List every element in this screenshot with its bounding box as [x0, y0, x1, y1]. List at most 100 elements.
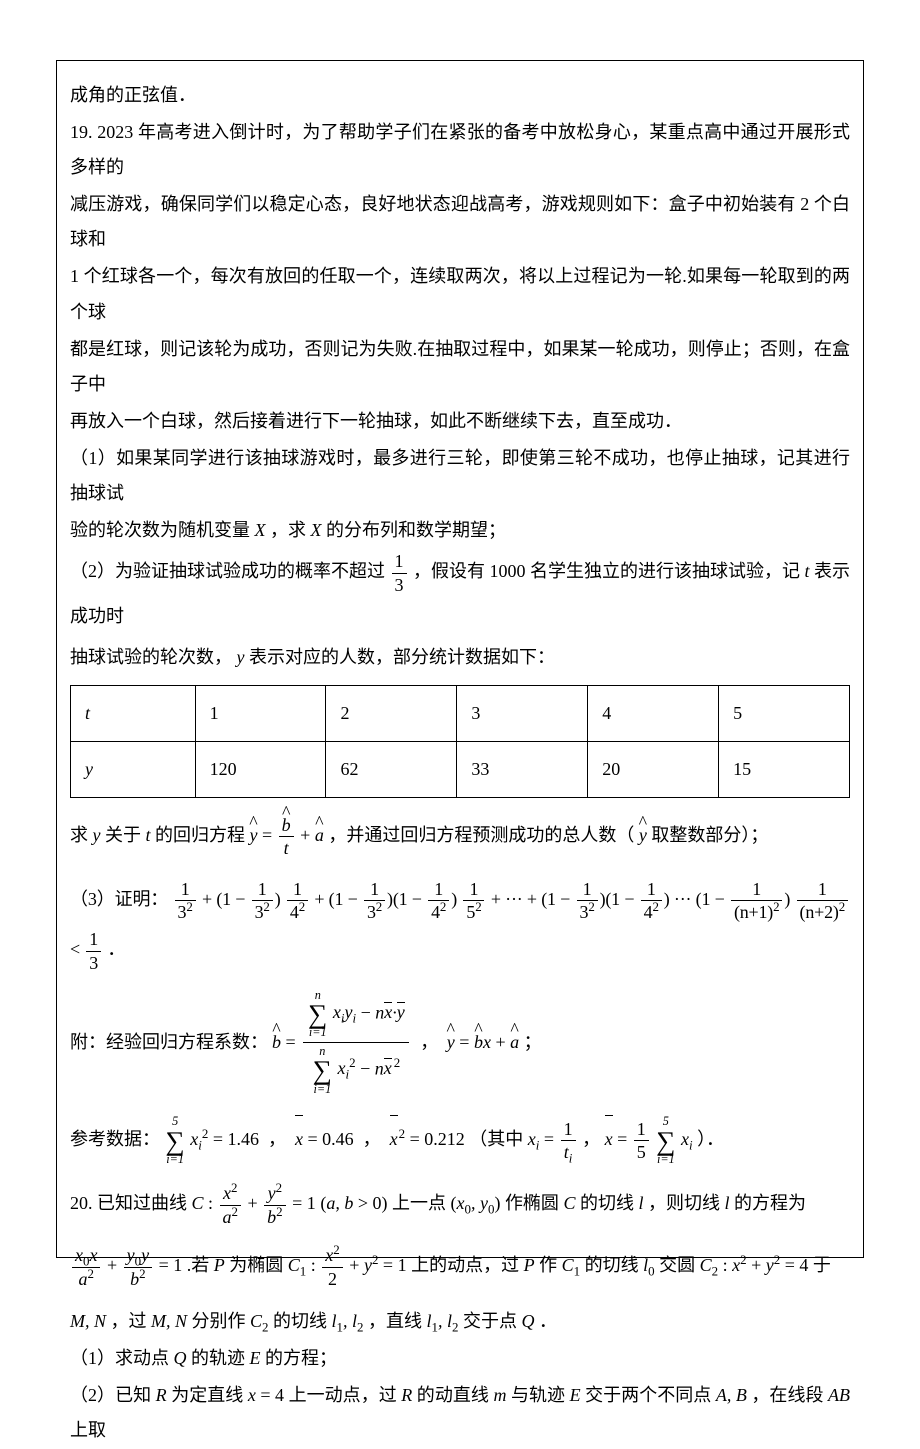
cell-t: t — [71, 685, 196, 741]
s-n: 1 — [364, 878, 385, 902]
q19-p4: 都是红球，则记该轮为成功，否则记为失败.在抽取过程中，如果某一轮成功，则停止；否… — [70, 332, 850, 402]
q19-p3: 1 个红球各一个，每次有放回的任取一个，连续取两次，将以上过程记为一轮.如果每一… — [70, 259, 850, 329]
q20-line2: x0xa2 + y0yb2 = 1 .若 P 为椭圆 C1 : x22 + y2… — [70, 1242, 850, 1290]
q20-post: 作椭圆 C 的切线 l ，则切线 l 的方程为 — [505, 1193, 806, 1213]
s-n: 1 — [797, 878, 848, 902]
s-n: 1 — [287, 878, 308, 902]
point-x0y0: (x0, y0) — [450, 1193, 500, 1213]
q19-refdata: 参考数据： 5∑i=1 xi2 = 1.46 ， x = 0.46 ， x2 =… — [70, 1114, 850, 1166]
q19-part2-pre: （2）为验证抽球试验成功的概率不超过 — [70, 561, 390, 581]
q19-p5: 再放入一个白球，然后接着进行下一轮抽球，如此不断继续下去，直至成功． — [70, 404, 850, 439]
s-e: 2 — [588, 899, 594, 914]
q20-line1: 20. 已知过曲线 C : x2a2 + y2b2 = 1 (a, b > 0)… — [70, 1180, 850, 1228]
reg-post-b: 取整数部分）； — [647, 825, 769, 845]
q19-part1-b-pre: 验的轮次数为随机变量 — [70, 520, 255, 540]
reg-eq: y = bt + a — [250, 825, 324, 845]
s-d: 3 — [367, 902, 376, 922]
s-e: 2 — [475, 899, 481, 914]
q19-part1-b: 验的轮次数为随机变量 X ，求 X 的分布列和数学期望； — [70, 513, 850, 548]
q20-l2-mid2: 上的动点，过 P 作 C1 的切线 l0 交圆 — [411, 1255, 700, 1275]
s-e: 2 — [299, 899, 305, 914]
xbar-def: x = 15 5∑i=1 xi — [605, 1129, 698, 1149]
cell: 5 — [719, 685, 850, 741]
period: ． — [107, 939, 125, 959]
var-X-1: X — [255, 520, 266, 540]
note-open: （其中 — [469, 1129, 528, 1149]
close: ）． — [697, 1129, 724, 1149]
q20-line3: M, N ，过 M, N 分别作 C2 的切线 l1, l2 ，直线 l1, l… — [70, 1304, 850, 1339]
cell: 120 — [195, 741, 326, 797]
cell: 1 — [195, 685, 326, 741]
q19-part2-l2-post: 表示对应的人数，部分统计数据如下： — [245, 647, 556, 667]
s-e: 2 — [376, 899, 382, 914]
reg-mid1: 关于 — [101, 825, 146, 845]
s-n: 1 — [731, 878, 782, 902]
data-table: t 1 2 3 4 5 y 120 62 33 20 15 — [70, 685, 850, 798]
cell: 3 — [457, 685, 588, 741]
s-e: 2 — [839, 899, 845, 914]
refdata-sum: 5∑i=1 xi2 = 1.46 — [165, 1129, 264, 1149]
C1-eq: C1 : x22 + y2 = 1 — [288, 1255, 411, 1275]
n: 1 — [634, 1118, 649, 1142]
refdata-label: 参考数据： — [70, 1129, 160, 1149]
part3-series: 132 + (1 − 132) 142 + (1 − 132)(1 − 142)… — [70, 889, 850, 959]
cell-y: y — [71, 741, 196, 797]
q19-regression-line: 求 y 关于 t 的回归方程 y = bt + a ，并通过回归方程预测成功的总… — [70, 812, 850, 860]
appendix-label: 附：经验回归方程系数： — [70, 1012, 268, 1073]
q19-part1-b-post: 的分布列和数学期望； — [322, 520, 507, 540]
q19-part1-mid: ，求 — [266, 520, 311, 540]
s-n: 1 — [175, 878, 196, 902]
cell: 4 — [588, 685, 719, 741]
table-row: y 120 62 33 20 15 — [71, 741, 850, 797]
yhat-eq: y = bx + a ； — [447, 1012, 542, 1073]
yhat: y — [250, 812, 258, 859]
s-e: 2 — [773, 899, 779, 914]
reg-mid2: 的回归方程 — [151, 825, 250, 845]
q20-l2-end: 于 — [813, 1255, 831, 1275]
page-content: 成角的正弦值． 19. 2023 年高考进入倒计时，为了帮助学子们在紧张的备考中… — [70, 78, 850, 1449]
table-row: t 1 2 3 4 5 — [71, 685, 850, 741]
sum-bot: i=1 — [656, 1153, 675, 1166]
s-n: 1 — [252, 878, 273, 902]
xbar2-val: x2 = 0.212 — [390, 1129, 465, 1149]
q20-pre: 20. 已知过曲线 — [70, 1193, 192, 1213]
xi-def: xi = 1ti — [528, 1129, 578, 1149]
var-X-2: X — [311, 520, 322, 540]
s-e: 2 — [263, 899, 269, 914]
frac-1-3: 13 — [392, 550, 407, 596]
q19-appendix: 附：经验回归方程系数： b = n∑i=1 xiyi − nx·y n∑i=1 … — [70, 989, 850, 1096]
s-d: 3 — [86, 952, 101, 975]
q19-p2: 减压游戏，确保同学们以稳定心态，良好地状态迎战高考，游戏规则如下：盒子中初始装有… — [70, 187, 850, 257]
s-n: 1 — [428, 878, 449, 902]
s-d: 4 — [431, 902, 440, 922]
C2-eq: C2 : x2 + y2 = 4 — [700, 1255, 809, 1275]
cell: 62 — [326, 741, 457, 797]
reg-post-a: ，并通过回归方程预测成功的总人数（ — [324, 825, 639, 845]
part3-label: （3）证明： — [70, 889, 168, 909]
q19-part2-mid: ，假设有 1000 名学生独立的进行该抽球试验，记 — [409, 561, 805, 581]
s-e: 2 — [186, 899, 192, 914]
frac-1-3-n: 1 — [392, 550, 407, 574]
frac-1-3-d: 3 — [392, 574, 407, 597]
carryover-line: 成角的正弦值． — [70, 78, 850, 113]
s-d: 5 — [466, 902, 475, 922]
q20-l2-mid1: .若 P 为椭圆 — [187, 1255, 288, 1275]
cell: 33 — [457, 741, 588, 797]
sum-bot: i=1 — [308, 1026, 327, 1039]
xbar-val: x = 0.46 — [295, 1129, 354, 1149]
q20-part1: （1）求动点 Q 的轨迹 E 的方程； — [70, 1341, 850, 1376]
q19-part2-line1: （2）为验证抽球试验成功的概率不超过 13 ，假设有 1000 名学生独立的进行… — [70, 550, 850, 637]
var-y-2: y — [93, 825, 101, 845]
s-n: 1 — [86, 928, 101, 952]
cell: 2 — [326, 685, 457, 741]
sum-bot: i=1 — [313, 1083, 332, 1096]
n: 1 — [561, 1118, 576, 1142]
tangent-eq: x0xa2 + y0yb2 = 1 — [70, 1255, 187, 1275]
sep: ， — [582, 1129, 600, 1149]
s-e: 2 — [652, 899, 658, 914]
curve-C: C : x2a2 + y2b2 = 1 (a, b > 0) — [192, 1193, 392, 1213]
var-y-1: y — [237, 647, 245, 667]
cell: 15 — [719, 741, 850, 797]
s-d: 4 — [290, 902, 299, 922]
d: 5 — [634, 1141, 649, 1164]
